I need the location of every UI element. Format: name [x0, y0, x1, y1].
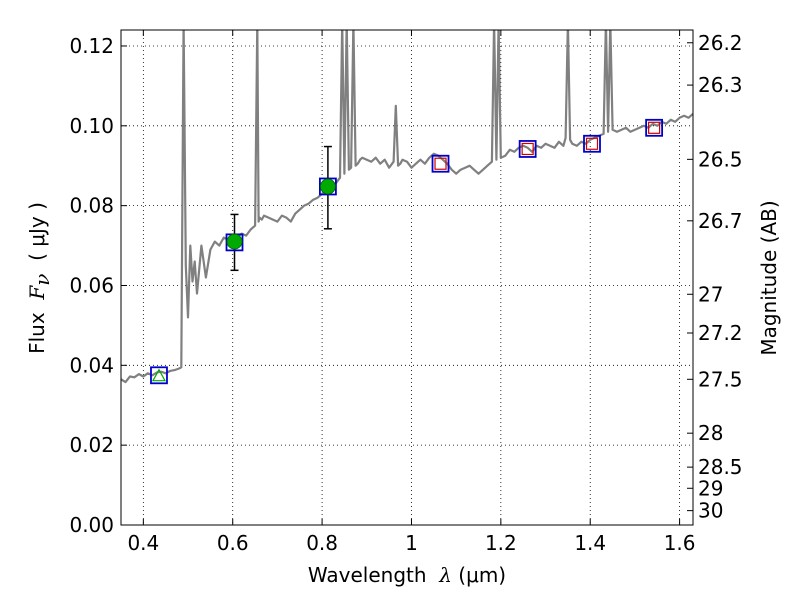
y-tick-label: 0.02 — [69, 433, 114, 457]
model-square — [431, 154, 450, 173]
right-tick-label: 30 — [698, 499, 723, 523]
x-tick-label: 0.8 — [306, 531, 338, 555]
right-tick-label: 26.3 — [698, 73, 743, 97]
x-tick-label: 1 — [405, 531, 418, 555]
x-tick-label: 1.6 — [664, 531, 696, 555]
observed-point — [320, 178, 336, 195]
upper-limit-square — [585, 137, 599, 150]
right-tick-label: 27.5 — [698, 367, 743, 391]
y-tick-label: 0.04 — [69, 353, 114, 377]
right-tick-label: 29 — [698, 476, 723, 500]
upper-limit-square — [434, 157, 447, 170]
y-tick-label: 0.00 — [69, 513, 114, 537]
plot-frame — [120, 29, 694, 526]
right-tick-label: 28.5 — [698, 455, 743, 479]
x-tick-label: 1.2 — [485, 531, 517, 555]
right-tick-label: 27 — [698, 282, 723, 306]
model-square — [150, 366, 168, 385]
right-tick-label: 26.2 — [698, 31, 743, 55]
right-tick-label: 27.2 — [698, 321, 743, 345]
right-tick-label: 26.7 — [698, 209, 743, 233]
x-tick-label: 1.4 — [574, 531, 606, 555]
y-tick-label: 0.12 — [69, 34, 114, 58]
model-square — [518, 140, 537, 158]
model-square — [319, 177, 337, 196]
upper-limit-square — [648, 121, 661, 134]
x-axis-label: Wavelength λ (μm) — [308, 563, 506, 587]
model-square — [645, 118, 664, 137]
x-tick-label: 0.4 — [127, 531, 159, 555]
axis-ticks: 0.4 0.6 0.8 1 1.2 1.4 1.6 0.00 0.02 0.04 0.06 0.08 0… — [69, 30, 743, 555]
y-tick-label: 0.08 — [69, 194, 114, 218]
spectrum-line — [121, 30, 693, 384]
right-tick-label: 28 — [698, 421, 723, 445]
x-tick-label: 0.6 — [217, 531, 249, 555]
plot-area — [121, 30, 693, 385]
model-square — [583, 134, 601, 153]
y-axis-label: Flux Fν ( μJy ) — [25, 202, 54, 354]
y-tick-label: 0.06 — [69, 273, 114, 297]
right-axis-label: Magnitude (AB) — [757, 200, 781, 355]
upper-limit-triangle — [151, 368, 166, 382]
right-tick-label: 26.5 — [698, 147, 743, 171]
y-tick-label: 0.10 — [69, 114, 114, 138]
observed-point — [226, 233, 243, 250]
upper-limit-square — [521, 142, 534, 156]
